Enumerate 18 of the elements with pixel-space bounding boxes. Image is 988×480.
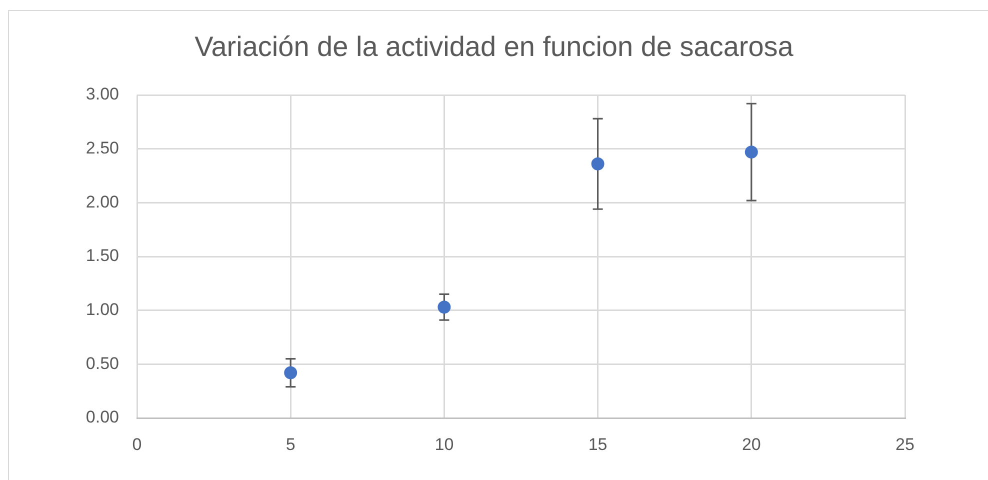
y-tick-label: 2.00 (86, 192, 119, 212)
y-tick-label: 2.50 (86, 138, 119, 158)
y-tick-label: 3.00 (86, 84, 119, 104)
x-tick-label: 10 (434, 434, 454, 454)
x-tick-label: 15 (588, 434, 608, 454)
x-tick-label: 20 (742, 434, 761, 454)
y-tick-label: 1.50 (86, 246, 119, 266)
x-tick-label: 5 (286, 434, 296, 454)
y-tick-label: 0.00 (86, 408, 119, 427)
y-tick-label: 0.50 (86, 354, 119, 373)
chart-title: Variación de la actividad en funcion de sacarosa (194, 30, 794, 64)
point (744, 146, 758, 159)
y-tick-label: 1.00 (86, 300, 119, 320)
point (438, 300, 451, 314)
x-tick-label: 0 (132, 434, 142, 454)
x-tick-label: 25 (896, 434, 914, 454)
point (591, 157, 604, 170)
point (284, 366, 298, 380)
